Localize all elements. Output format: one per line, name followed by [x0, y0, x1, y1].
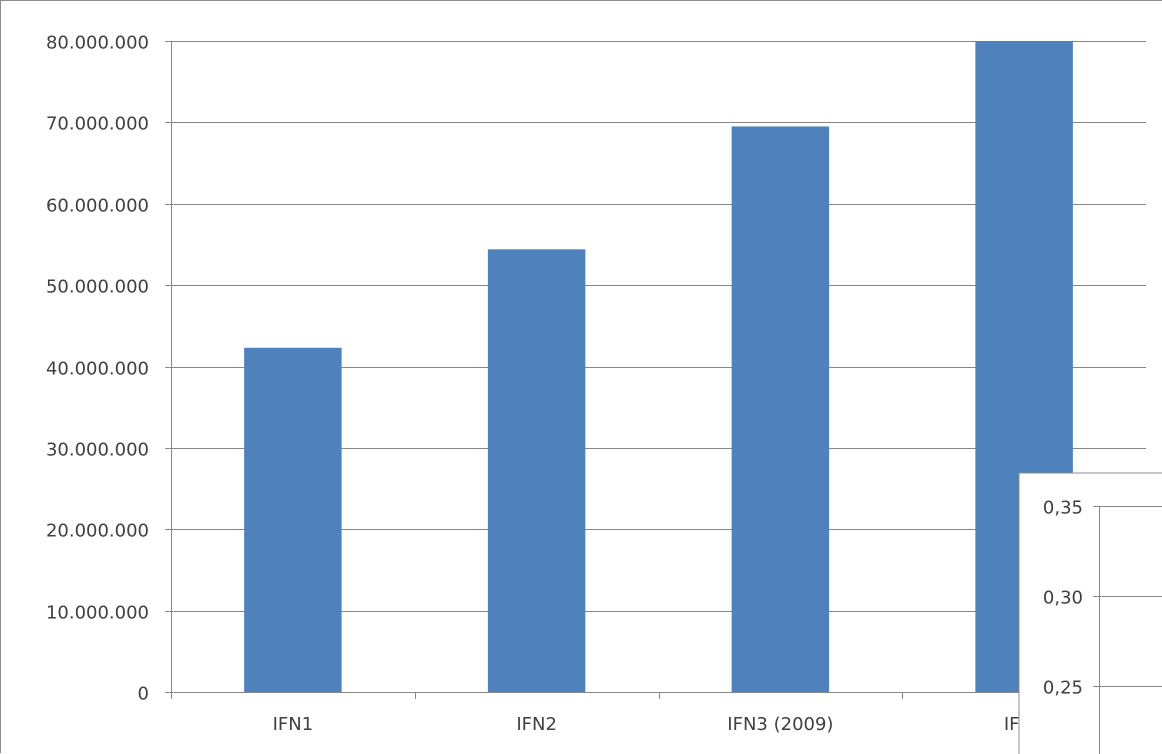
bar-2: [487, 249, 586, 692]
y-tick-label: 0: [138, 684, 149, 705]
overlap-y-tick-label: 0,25: [1043, 678, 1083, 699]
overlap-y-tick-label: 0,30: [1043, 588, 1083, 609]
bar-1: [244, 347, 342, 692]
main-bars: [244, 41, 1073, 693]
overlap-y-tick-label: 0,35: [1043, 498, 1083, 519]
x-category-label: IFN3 (2009): [727, 714, 833, 735]
y-tick-label: 70.000.000: [46, 114, 149, 135]
overlap-panel-background: [1018, 472, 1162, 754]
x-category-label: IFN1: [273, 714, 314, 735]
y-tick-label: 80.000.000: [46, 33, 149, 54]
y-tick-label: 20.000.000: [46, 521, 149, 542]
y-tick-label: 30.000.000: [46, 440, 149, 461]
y-tick-label: 50.000.000: [46, 277, 149, 298]
main-axes: [165, 41, 1147, 699]
x-category-label: IFN2: [516, 714, 557, 735]
bar-3: [731, 126, 830, 693]
y-tick-label: 40.000.000: [46, 359, 149, 380]
y-tick-label: 60.000.000: [46, 196, 149, 217]
y-tick-label: 10.000.000: [46, 603, 149, 624]
overlapping-chart-panel: 0,25 0,30 0,35: [1018, 472, 1162, 754]
main-y-tick-labels: 0 10.000.000 20.000.000 30.000.000 40.000.00…: [46, 33, 149, 705]
